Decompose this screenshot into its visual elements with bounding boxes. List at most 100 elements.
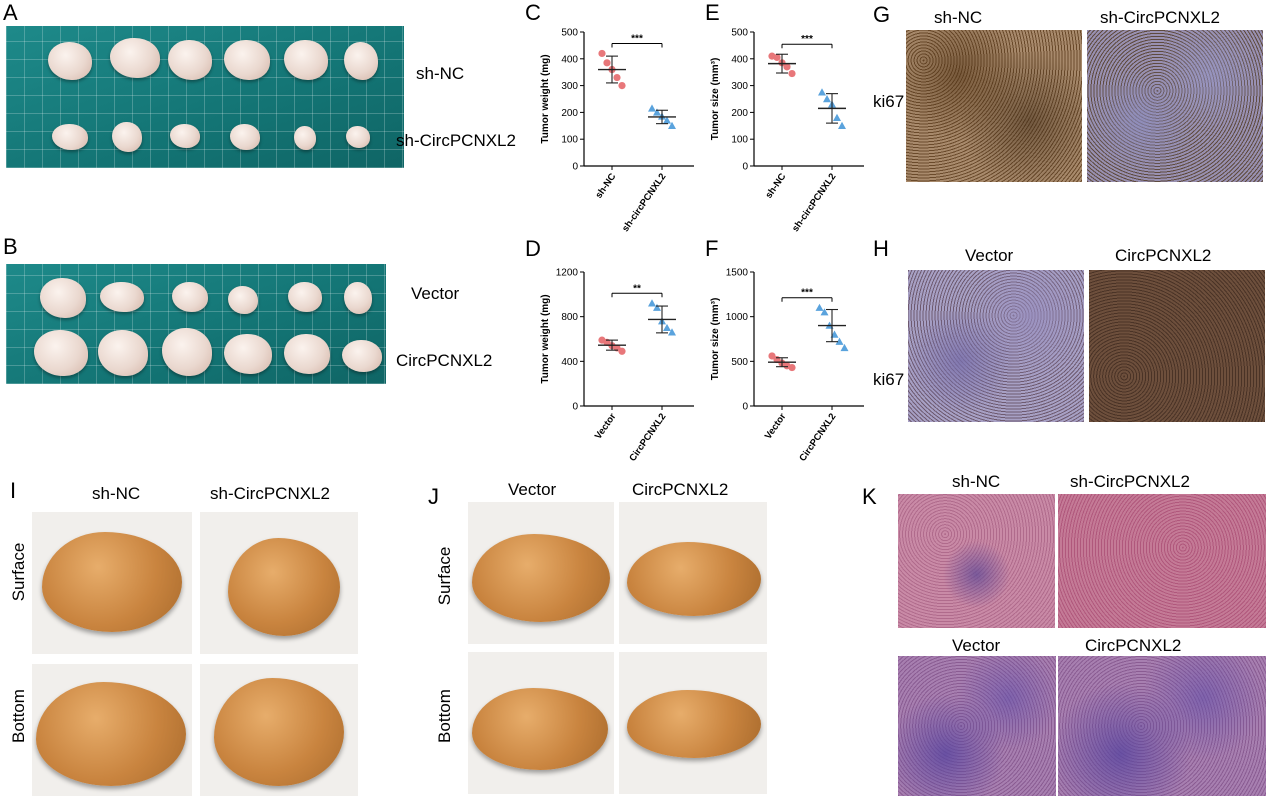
y-tick-label: 200	[561, 108, 578, 119]
x-tick-label: sh-NC	[593, 171, 618, 200]
y-tick-label: 0	[742, 162, 748, 173]
y-axis-label: Tumor weight (mg)	[540, 54, 551, 143]
label-vector-h: Vector	[965, 246, 1014, 265]
panel-label-j: J	[428, 484, 439, 509]
panel-label-b: B	[3, 234, 18, 259]
data-point	[768, 352, 776, 360]
y-tick-label: 300	[731, 81, 748, 92]
liver-photo-sh-nc-surface	[32, 512, 192, 654]
label-sh-nc-k: sh-NC	[952, 472, 1001, 491]
data-point	[648, 299, 656, 307]
he-image-circpcnxl2	[1058, 656, 1266, 796]
label-circpcnxl2-k: CircPCNXL2	[1085, 636, 1182, 655]
data-point	[818, 88, 826, 96]
tumor-photo-b	[6, 264, 386, 384]
panel-label-c: C	[525, 0, 541, 25]
y-tick-label: 0	[572, 402, 578, 413]
label-ki67-h: ki67	[873, 370, 905, 389]
data-point	[783, 63, 791, 71]
ihc-image-circpcnxl2	[1089, 270, 1265, 422]
y-tick-label: 300	[561, 81, 578, 92]
y-tick-label: 400	[561, 54, 578, 65]
liver-photo-sh-circpcnxl2-surface	[200, 512, 358, 654]
data-point	[788, 363, 796, 372]
data-point	[835, 337, 844, 345]
ihc-image-sh-circpcnxl2	[1087, 30, 1263, 182]
x-tick-label: sh-circPCNXL2	[790, 171, 838, 234]
data-point	[838, 121, 846, 129]
data-point	[815, 303, 824, 311]
label-sh-circpcnxl2-i: sh-CircPCNXL2	[210, 484, 330, 503]
y-axis-label: Tumor size (mm³)	[710, 58, 721, 141]
liver-photo-sh-nc-bottom	[32, 664, 192, 796]
data-point	[788, 69, 796, 78]
data-point	[653, 108, 661, 116]
label-sh-nc-i: sh-NC	[92, 484, 141, 503]
label-sh-nc-a: sh-NC	[416, 64, 465, 83]
y-tick-label: 800	[561, 312, 578, 323]
panel-label-i: I	[10, 478, 17, 503]
significance-stars: **	[633, 283, 641, 294]
significance-stars: ***	[801, 288, 813, 299]
label-sh-circpcnxl2-k: sh-CircPCNXL2	[1070, 472, 1190, 491]
x-tick-label: CircPCNXL2	[797, 411, 838, 463]
label-surface-j: Surface	[435, 546, 454, 606]
data-point	[598, 49, 606, 58]
y-axis-label: Tumor weight (mg)	[540, 294, 551, 383]
data-point	[668, 328, 676, 336]
data-point	[603, 59, 611, 67]
data-point	[618, 82, 626, 90]
y-tick-label: 0	[572, 162, 578, 173]
data-point	[663, 323, 671, 332]
label-surface-i: Surface	[9, 542, 28, 602]
y-tick-label: 400	[561, 357, 578, 368]
liver-photo-vector-bottom	[468, 652, 614, 794]
panel-label-d: D	[525, 236, 541, 261]
y-tick-label: 1200	[556, 268, 579, 279]
data-point	[663, 116, 671, 124]
label-sh-circpcnxl2-g: sh-CircPCNXL2	[1100, 8, 1220, 27]
label-bottom-j: Bottom	[435, 689, 454, 743]
chart-d: Tumor weight (mg) 0 400 800 1200 Vector CircPC…	[540, 268, 694, 464]
he-image-sh-circpcnxl2	[1058, 494, 1266, 628]
chart-e: Tumor size (mm³) 0 100 200 300 400 500 sh-NC sh-…	[710, 28, 864, 234]
panel-label-e: E	[705, 0, 720, 25]
y-tick-label: 0	[742, 402, 748, 413]
x-tick-label: sh-NC	[763, 171, 788, 200]
label-vector-b: Vector	[411, 284, 460, 303]
significance-stars: ***	[631, 33, 643, 44]
y-tick-label: 100	[561, 135, 578, 146]
y-tick-label: 500	[731, 357, 748, 368]
chart-f: Tumor size (mm³) 0 500 1000 1500 Vector CircPC…	[710, 268, 864, 464]
panel-label-h: H	[873, 236, 889, 261]
label-vector-k: Vector	[952, 636, 1001, 655]
liver-photo-vector-surface	[468, 502, 614, 644]
y-axis-label: Tumor size (mm³)	[710, 298, 721, 381]
label-vector-j: Vector	[508, 480, 557, 499]
y-tick-label: 400	[731, 54, 748, 65]
data-point	[840, 343, 849, 352]
panel-label-k: K	[862, 484, 877, 509]
x-tick-label: sh-circPCNXL2	[620, 171, 668, 234]
panel-label-a: A	[3, 0, 18, 25]
chart-c: Tumor weight (mg) 0 100 200 300 400 500 sh-NC sh…	[540, 28, 694, 234]
he-image-vector	[898, 656, 1056, 796]
label-circpcnxl2-b: CircPCNXL2	[396, 351, 493, 370]
y-tick-label: 1500	[726, 268, 749, 279]
data-point	[618, 347, 626, 355]
y-tick-label: 100	[731, 135, 748, 146]
ihc-image-sh-nc	[906, 30, 1082, 182]
ihc-image-vector	[908, 270, 1084, 422]
data-point	[668, 121, 676, 129]
label-circpcnxl2-h: CircPCNXL2	[1115, 246, 1212, 265]
panel-label-g: G	[873, 2, 891, 27]
panel-label-f: F	[705, 236, 719, 261]
y-tick-label: 200	[731, 108, 748, 119]
he-image-sh-nc	[898, 494, 1055, 628]
label-ki67-g: ki67	[873, 92, 905, 111]
y-tick-label: 500	[561, 28, 578, 39]
tumor-photo-a	[6, 26, 404, 168]
x-tick-label: Vector	[763, 411, 789, 441]
liver-photo-sh-circpcnxl2-bottom	[200, 664, 358, 796]
data-point	[823, 95, 831, 103]
